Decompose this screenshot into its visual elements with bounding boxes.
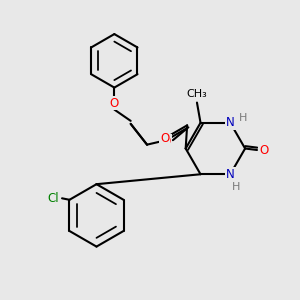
Text: Cl: Cl [47, 192, 59, 205]
Text: O: O [110, 97, 119, 110]
Text: H: H [232, 182, 240, 192]
Text: N: N [226, 116, 235, 129]
Text: H: H [238, 113, 247, 123]
Text: O: O [162, 135, 171, 148]
Text: O: O [160, 132, 170, 145]
Text: CH₃: CH₃ [187, 89, 207, 99]
Text: N: N [226, 168, 235, 181]
Text: O: O [259, 143, 268, 157]
